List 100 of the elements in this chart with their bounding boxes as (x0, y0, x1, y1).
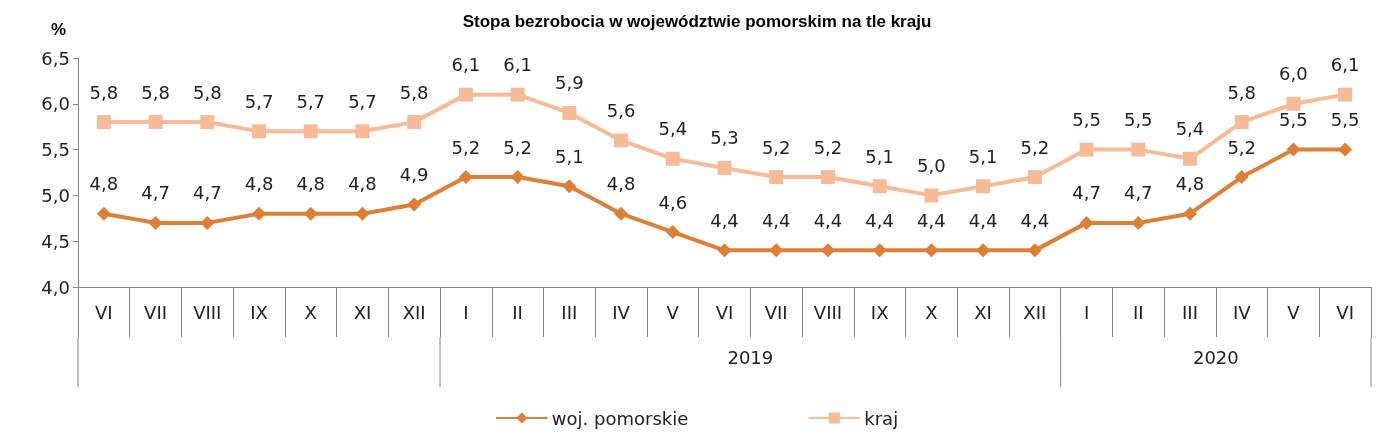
point (458, 170, 473, 185)
x-tick-label: II (1132, 301, 1144, 323)
point (1079, 142, 1094, 157)
x-tick-label: V (666, 301, 680, 323)
data-label: 4,7 (192, 182, 222, 204)
data-label: 5,4 (1175, 118, 1205, 140)
point (1286, 96, 1301, 111)
data-label: 5,1 (865, 145, 894, 167)
point (458, 87, 473, 102)
point (924, 188, 939, 203)
y-tick-label: 6,0 (41, 93, 70, 115)
data-label: 4,8 (89, 173, 119, 195)
point (717, 243, 732, 258)
data-label: 6,1 (1330, 54, 1360, 76)
x-tick-label: X (925, 301, 938, 323)
data-label: 4,7 (1072, 182, 1101, 204)
y-tick-label: 5,0 (41, 184, 70, 206)
data-label: 4,4 (917, 209, 946, 231)
data-label: 5,7 (296, 90, 326, 112)
data-label: 5,2 (503, 136, 532, 158)
point (1027, 170, 1042, 185)
data-label: 5,8 (1227, 81, 1257, 103)
legend-label: kraj (864, 407, 899, 429)
data-label: 4,4 (710, 209, 739, 231)
x-tick-label: VIII (193, 301, 222, 323)
point (872, 243, 887, 258)
x-tick-label: VI (95, 301, 113, 323)
x-tick-label: XI (974, 301, 992, 323)
point (614, 206, 629, 221)
point (1234, 170, 1249, 185)
point (717, 160, 732, 175)
data-label: 4,6 (658, 191, 688, 213)
data-label: 5,1 (555, 145, 584, 167)
data-label: 5,5 (1279, 109, 1308, 131)
data-label: 5,8 (399, 81, 429, 103)
point (148, 215, 163, 230)
data-label: 6,0 (1279, 63, 1308, 85)
x-tick-label: XII (402, 301, 426, 323)
point (1027, 243, 1042, 258)
point (407, 115, 422, 130)
x-tick-label: IX (870, 301, 889, 323)
data-label: 5,2 (451, 136, 481, 158)
data-label: 4,4 (1020, 209, 1050, 231)
point (510, 170, 525, 185)
point (303, 206, 318, 221)
point (200, 215, 215, 230)
data-label: 4,7 (1123, 182, 1153, 204)
x-tick-label: IV (1232, 301, 1252, 323)
data-label: 4,4 (813, 209, 843, 231)
point (252, 124, 267, 139)
point (1338, 87, 1353, 102)
point (769, 170, 784, 185)
point (1182, 206, 1197, 221)
text: 2019 (727, 346, 774, 368)
point (820, 170, 835, 185)
data-label: 5,2 (761, 136, 791, 158)
x-tick-label: VII (144, 301, 168, 323)
point (303, 124, 318, 139)
data-label: 6,1 (451, 54, 481, 76)
data-label: 5,7 (348, 90, 377, 112)
y-axis-title: % (50, 20, 66, 39)
x-tick-label: III (561, 301, 578, 323)
x-tick-label: IX (250, 301, 268, 323)
point (1182, 151, 1197, 166)
point (665, 225, 680, 240)
point (148, 115, 163, 130)
x-tick-label: I (1083, 301, 1090, 323)
data-label: 5,3 (710, 127, 739, 149)
data-label: 5,2 (1020, 136, 1050, 158)
data-label: 5,9 (555, 72, 584, 94)
x-tick-label: X (304, 301, 317, 323)
data-label: 4,4 (761, 209, 791, 231)
data-label: 5,0 (917, 154, 946, 176)
data-label: 5,8 (192, 81, 222, 103)
y-tick-label: 5,5 (41, 139, 70, 161)
point (1079, 215, 1094, 230)
x-tick-label: V (1287, 301, 1301, 323)
x-tick-label: VI (715, 301, 734, 323)
x-tick-label: IV (612, 301, 631, 323)
x-tick-label: VIII (813, 301, 843, 323)
data-label: 5,7 (244, 90, 274, 112)
data-label: 5,4 (658, 118, 688, 140)
data-label: 5,8 (141, 81, 170, 103)
point (665, 151, 680, 166)
point (1338, 142, 1353, 157)
data-label: 4,9 (399, 164, 429, 186)
point (200, 115, 215, 130)
x-tick-label: VII (764, 301, 788, 323)
point (976, 243, 991, 258)
text: 2020 (1192, 346, 1239, 368)
chart-title: Stopa bezrobocia w województwie pomorskim na tle kraju (462, 12, 932, 31)
data-label: 5,5 (1330, 109, 1360, 131)
x-tick-label: VI (1336, 301, 1354, 323)
point (1131, 215, 1146, 230)
data-label: 5,5 (1123, 109, 1153, 131)
legend-label: woj. pomorskie (551, 407, 689, 429)
point (355, 124, 370, 139)
point (614, 133, 629, 148)
data-label: 4,8 (606, 173, 636, 195)
point (872, 179, 887, 194)
